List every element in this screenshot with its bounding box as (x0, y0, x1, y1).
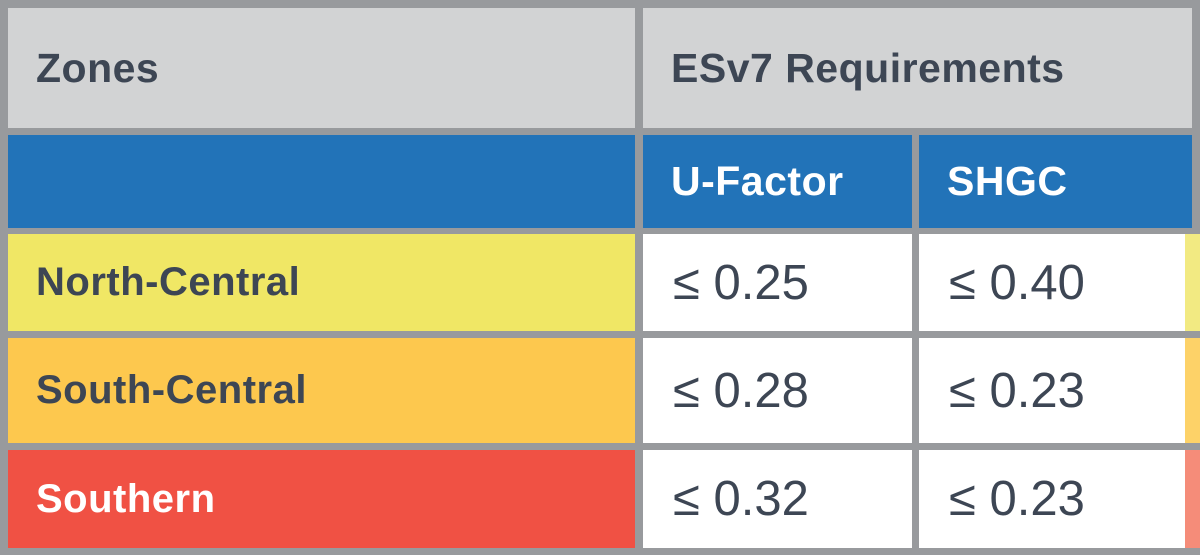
u-factor-value: ≤ 0.25 (673, 255, 809, 310)
shgc-value: ≤ 0.40 (949, 255, 1085, 310)
zone-color-strip (1185, 338, 1200, 443)
zone-name-cell: Southern (8, 450, 635, 548)
zones-header-label: Zones (36, 44, 160, 91)
shgc-column-label: SHGC (947, 158, 1068, 204)
zone-name-label: Southern (36, 476, 216, 521)
zone-color-strip (1185, 450, 1200, 548)
u-factor-value: ≤ 0.28 (673, 363, 809, 418)
zone-name-cell: South-Central (8, 338, 635, 443)
zone-name-label: North-Central (36, 260, 301, 304)
shgc-value-cell: ≤ 0.40 (919, 234, 1185, 331)
shgc-value: ≤ 0.23 (949, 363, 1085, 418)
shgc-value-cell: ≤ 0.23 (919, 338, 1185, 443)
zone-color-strip (1185, 234, 1200, 331)
u-factor-value-cell: ≤ 0.28 (643, 338, 912, 443)
u-factor-column-label: U-Factor (671, 158, 844, 204)
shgc-value: ≤ 0.23 (949, 472, 1085, 526)
zones-header-cell: Zones (8, 8, 635, 128)
zone-name-cell: North-Central (8, 234, 635, 331)
u-factor-column-header: U-Factor (643, 135, 912, 228)
subheader-empty-cell (8, 135, 635, 228)
shgc-column-header: SHGC (919, 135, 1192, 228)
u-factor-value-cell: ≤ 0.32 (643, 450, 912, 548)
requirements-header-cell: ESv7 Requirements (643, 8, 1192, 128)
u-factor-value-cell: ≤ 0.25 (643, 234, 912, 331)
requirements-header-label: ESv7 Requirements (671, 44, 1065, 91)
u-factor-value: ≤ 0.32 (673, 472, 809, 526)
shgc-value-cell: ≤ 0.23 (919, 450, 1185, 548)
zone-name-label: South-Central (36, 368, 307, 412)
